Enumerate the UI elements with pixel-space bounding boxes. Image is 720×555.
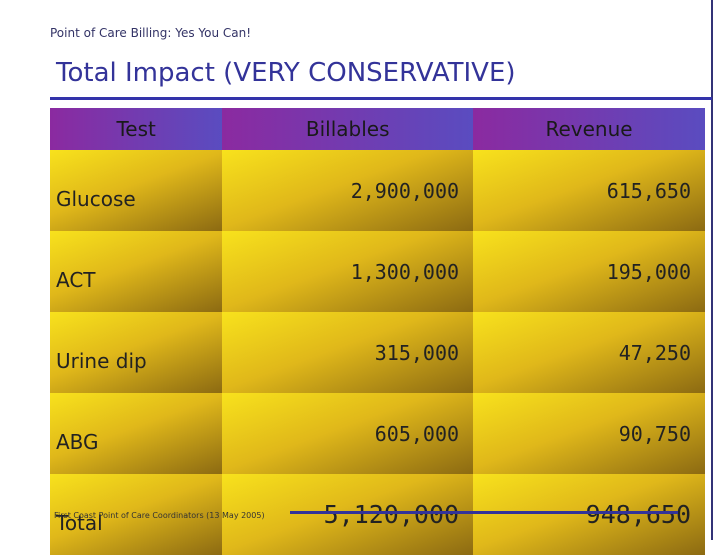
cell-value: 195,000 bbox=[473, 231, 705, 312]
table-body: Glucose 2,900,000 615,650 ACT 1,300,000 195,0… bbox=[50, 150, 705, 555]
cell-value: 315,000 bbox=[222, 312, 474, 393]
table-row: ACT 1,300,000 195,000 bbox=[50, 231, 705, 312]
impact-table: Test Billables Revenue Glucose 2,900,000 6… bbox=[50, 108, 705, 555]
column-header: Revenue bbox=[473, 108, 705, 150]
cell-value: 615,650 bbox=[473, 150, 705, 231]
cell-value: 47,250 bbox=[473, 312, 705, 393]
slide: Point of Care Billing: Yes You Can! Tota… bbox=[50, 0, 713, 555]
cell-value: 605,000 bbox=[222, 393, 474, 474]
table-row: Urine dip 315,000 47,250 bbox=[50, 312, 705, 393]
cell-value: 90,750 bbox=[473, 393, 705, 474]
header-row: Test Billables Revenue bbox=[50, 108, 705, 150]
header-title: Point of Care Billing: Yes You Can! bbox=[50, 26, 252, 40]
row-label: ACT bbox=[50, 231, 223, 312]
row-label: ABG bbox=[50, 393, 223, 474]
border-line bbox=[711, 0, 713, 540]
footer-line bbox=[290, 511, 678, 514]
cell-value: 1,300,000 bbox=[222, 231, 474, 312]
cell-value: 2,900,000 bbox=[222, 150, 474, 231]
cell-value: 948,650 bbox=[473, 474, 705, 555]
row-label: Glucose bbox=[50, 150, 223, 231]
table-row: ABG 605,000 90,750 bbox=[50, 393, 705, 474]
row-label: Urine dip bbox=[50, 312, 223, 393]
slide-title: Total Impact (VERY CONSERVATIVE) bbox=[56, 58, 516, 88]
footer-text: First Coast Point of Care Coordinators (… bbox=[54, 511, 265, 520]
title-underline bbox=[50, 97, 712, 100]
column-header: Test bbox=[50, 108, 223, 150]
column-header: Billables bbox=[222, 108, 474, 150]
table-row: Glucose 2,900,000 615,650 bbox=[50, 150, 705, 231]
